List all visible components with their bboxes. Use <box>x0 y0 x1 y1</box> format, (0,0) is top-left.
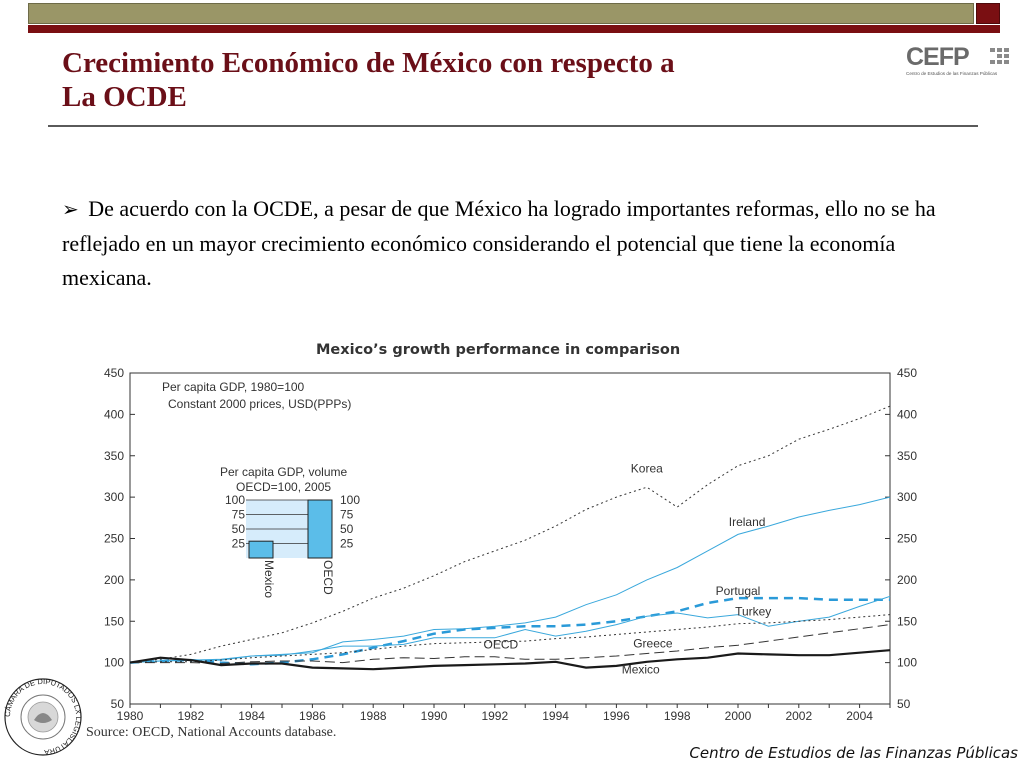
x-tick-label: 1986 <box>299 709 326 723</box>
x-tick-label: 1992 <box>481 709 508 723</box>
inset-category-label: Mexico <box>262 560 276 598</box>
inset-category-label: OECD <box>321 560 335 595</box>
y-tick-label-left: 100 <box>104 656 124 670</box>
y-tick-label-left: 150 <box>104 614 124 628</box>
series-label-mexico: Mexico <box>622 662 660 676</box>
y-tick-label-left: 400 <box>104 407 124 421</box>
y-tick-label-right: 200 <box>897 573 917 587</box>
header-accent-line <box>28 25 1000 33</box>
inset-bar-chart: Per capita GDP, volume OECD=100, 2005 25… <box>220 465 360 598</box>
x-tick-label: 2004 <box>846 709 873 723</box>
inset-y-label-right: 100 <box>340 493 360 507</box>
inset-y-label-left: 50 <box>232 522 246 536</box>
arrow-bullet-icon: ➢ <box>62 199 79 221</box>
inset-y-label-left: 100 <box>225 493 245 507</box>
x-tick-label: 1988 <box>360 709 387 723</box>
title-line-1: Crecimiento Económico de México con resp… <box>62 47 675 79</box>
series-line-greece <box>130 624 891 665</box>
title-line-2: La OCDE <box>62 81 187 113</box>
footer-text: Centro de Estudios de las Finanzas Públi… <box>689 744 1018 762</box>
series-line-turkey <box>129 595 891 664</box>
x-tick-label: 1980 <box>117 709 144 723</box>
inset-y-label-right: 50 <box>340 522 354 536</box>
series-label-ireland: Ireland <box>729 515 766 529</box>
logo-subtitle: Centro de Estudios de las Finanzas Públi… <box>906 71 998 76</box>
slide-title: Crecimiento Económico de México con resp… <box>62 46 842 114</box>
series-line-korea <box>129 405 891 664</box>
x-tick-label: 1990 <box>421 709 448 723</box>
y-tick-label-left: 200 <box>104 573 124 587</box>
chart-note-line-2: Constant 2000 prices, USD(PPPs) <box>168 397 351 411</box>
header-accent-square <box>976 3 1000 24</box>
y-tick-label-left: 300 <box>104 490 124 504</box>
bullet-paragraph: ➢ De acuerdo con la OCDE, a pesar de que… <box>62 192 942 295</box>
y-tick-label-right: 300 <box>897 490 917 504</box>
chart-note-line-1: Per capita GDP, 1980=100 <box>162 380 305 394</box>
y-tick-label-right: 450 <box>897 366 917 380</box>
y-tick-label-right: 100 <box>897 656 917 670</box>
series-line-mexico <box>129 649 891 671</box>
y-tick-label-right: 350 <box>897 449 917 463</box>
inset-y-label-left: 75 <box>232 508 246 522</box>
series-label-greece: Greece <box>633 637 673 651</box>
y-tick-label-right: 400 <box>897 407 917 421</box>
inset-y-label-left: 25 <box>232 537 246 551</box>
x-tick-label: 1998 <box>664 709 691 723</box>
chart-title: Mexico’s growth performance in compariso… <box>316 342 681 358</box>
inset-bar-oecd <box>307 499 333 559</box>
cefp-logo: CEFP Centro de Estudios de las Finanzas … <box>906 42 1012 82</box>
x-tick-label: 1994 <box>542 709 569 723</box>
inset-title-line-2: OECD=100, 2005 <box>236 480 331 494</box>
inset-title-line-1: Per capita GDP, volume <box>220 465 347 479</box>
y-tick-label-right: 150 <box>897 614 917 628</box>
y-tick-label-left: 350 <box>104 449 124 463</box>
logo-wordmark: CEFP <box>906 43 970 71</box>
x-tick-label: 1996 <box>603 709 630 723</box>
inset-bar-mexico <box>248 540 274 559</box>
series-line-oecd <box>129 614 891 664</box>
bullet-text: De acuerdo con la OCDE, a pesar de que M… <box>62 196 936 290</box>
x-tick-label: 1982 <box>177 709 204 723</box>
series-label-portugal: Portugal <box>716 584 761 598</box>
x-tick-label: 1984 <box>238 709 265 723</box>
series-label-turkey: Turkey <box>735 604 771 618</box>
y-tick-label-right: 50 <box>897 697 911 711</box>
header-bar <box>28 3 974 24</box>
x-tick-label: 2000 <box>725 709 752 723</box>
series-label-oecd: OECD <box>484 638 519 652</box>
y-tick-label-right: 250 <box>897 532 917 546</box>
y-tick-label-left: 50 <box>111 697 125 711</box>
logo-grid-icon <box>990 48 1012 66</box>
y-tick-label-left: 250 <box>104 532 124 546</box>
inset-y-label-right: 75 <box>340 508 354 522</box>
series-label-korea: Korea <box>631 461 663 475</box>
inset-y-label-right: 25 <box>340 537 354 551</box>
chart-source: Source: OECD, National Accounts database… <box>86 725 336 740</box>
x-tick-label: 2002 <box>785 709 812 723</box>
y-tick-label-left: 450 <box>104 366 124 380</box>
title-divider <box>48 125 978 127</box>
chamber-emblem: CÁMARA DE DIPUTADOS LX LEGISLATURA <box>3 677 83 757</box>
